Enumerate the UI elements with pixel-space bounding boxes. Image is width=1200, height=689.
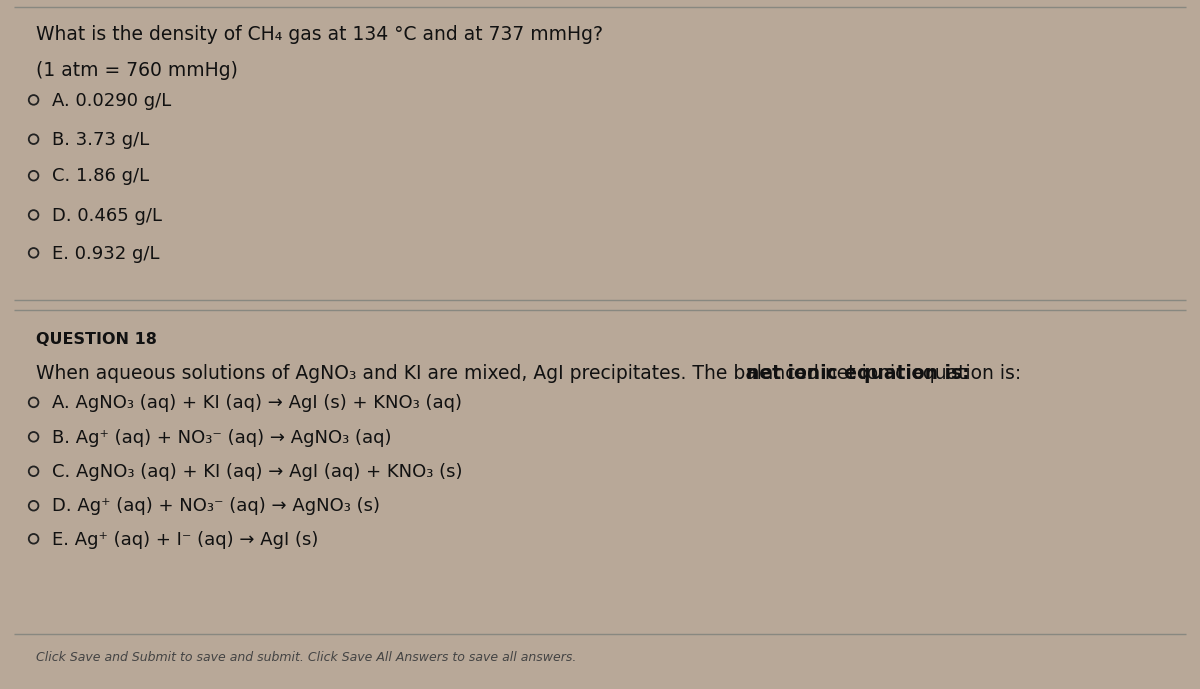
Text: A. 0.0290 g/L: A. 0.0290 g/L [52, 92, 170, 110]
Text: (1 atm = 760 mmHg): (1 atm = 760 mmHg) [36, 61, 238, 80]
Text: C. 1.86 g/L: C. 1.86 g/L [52, 167, 149, 185]
Text: net ionic equation is:: net ionic equation is: [745, 364, 970, 383]
Text: A. AgNO₃ (aq) + KI (aq) → AgI (s) + KNO₃ (aq): A. AgNO₃ (aq) + KI (aq) → AgI (s) + KNO₃… [52, 394, 462, 412]
Text: D. 0.465 g/L: D. 0.465 g/L [52, 207, 162, 225]
Text: E. 0.932 g/L: E. 0.932 g/L [52, 245, 160, 263]
Text: D. Ag⁺ (aq) + NO₃⁻ (aq) → AgNO₃ (s): D. Ag⁺ (aq) + NO₃⁻ (aq) → AgNO₃ (s) [52, 497, 379, 515]
Text: QUESTION 18: QUESTION 18 [36, 332, 157, 347]
Text: E. Ag⁺ (aq) + I⁻ (aq) → AgI (s): E. Ag⁺ (aq) + I⁻ (aq) → AgI (s) [52, 531, 318, 548]
Text: What is the density of CH₄ gas at 134 °C and at 737 mmHg?: What is the density of CH₄ gas at 134 °C… [36, 25, 604, 44]
Text: B. 3.73 g/L: B. 3.73 g/L [52, 131, 149, 149]
Text: When aqueous solutions of AgNO₃ and KI are mixed, AgI precipitates. The balanced: When aqueous solutions of AgNO₃ and KI a… [36, 364, 1021, 383]
Text: C. AgNO₃ (aq) + KI (aq) → AgI (aq) + KNO₃ (s): C. AgNO₃ (aq) + KI (aq) → AgI (aq) + KNO… [52, 463, 462, 481]
Text: Click Save and Submit to save and submit. Click Save All Answers to save all ans: Click Save and Submit to save and submit… [36, 651, 576, 664]
Text: B. Ag⁺ (aq) + NO₃⁻ (aq) → AgNO₃ (aq): B. Ag⁺ (aq) + NO₃⁻ (aq) → AgNO₃ (aq) [52, 429, 391, 446]
